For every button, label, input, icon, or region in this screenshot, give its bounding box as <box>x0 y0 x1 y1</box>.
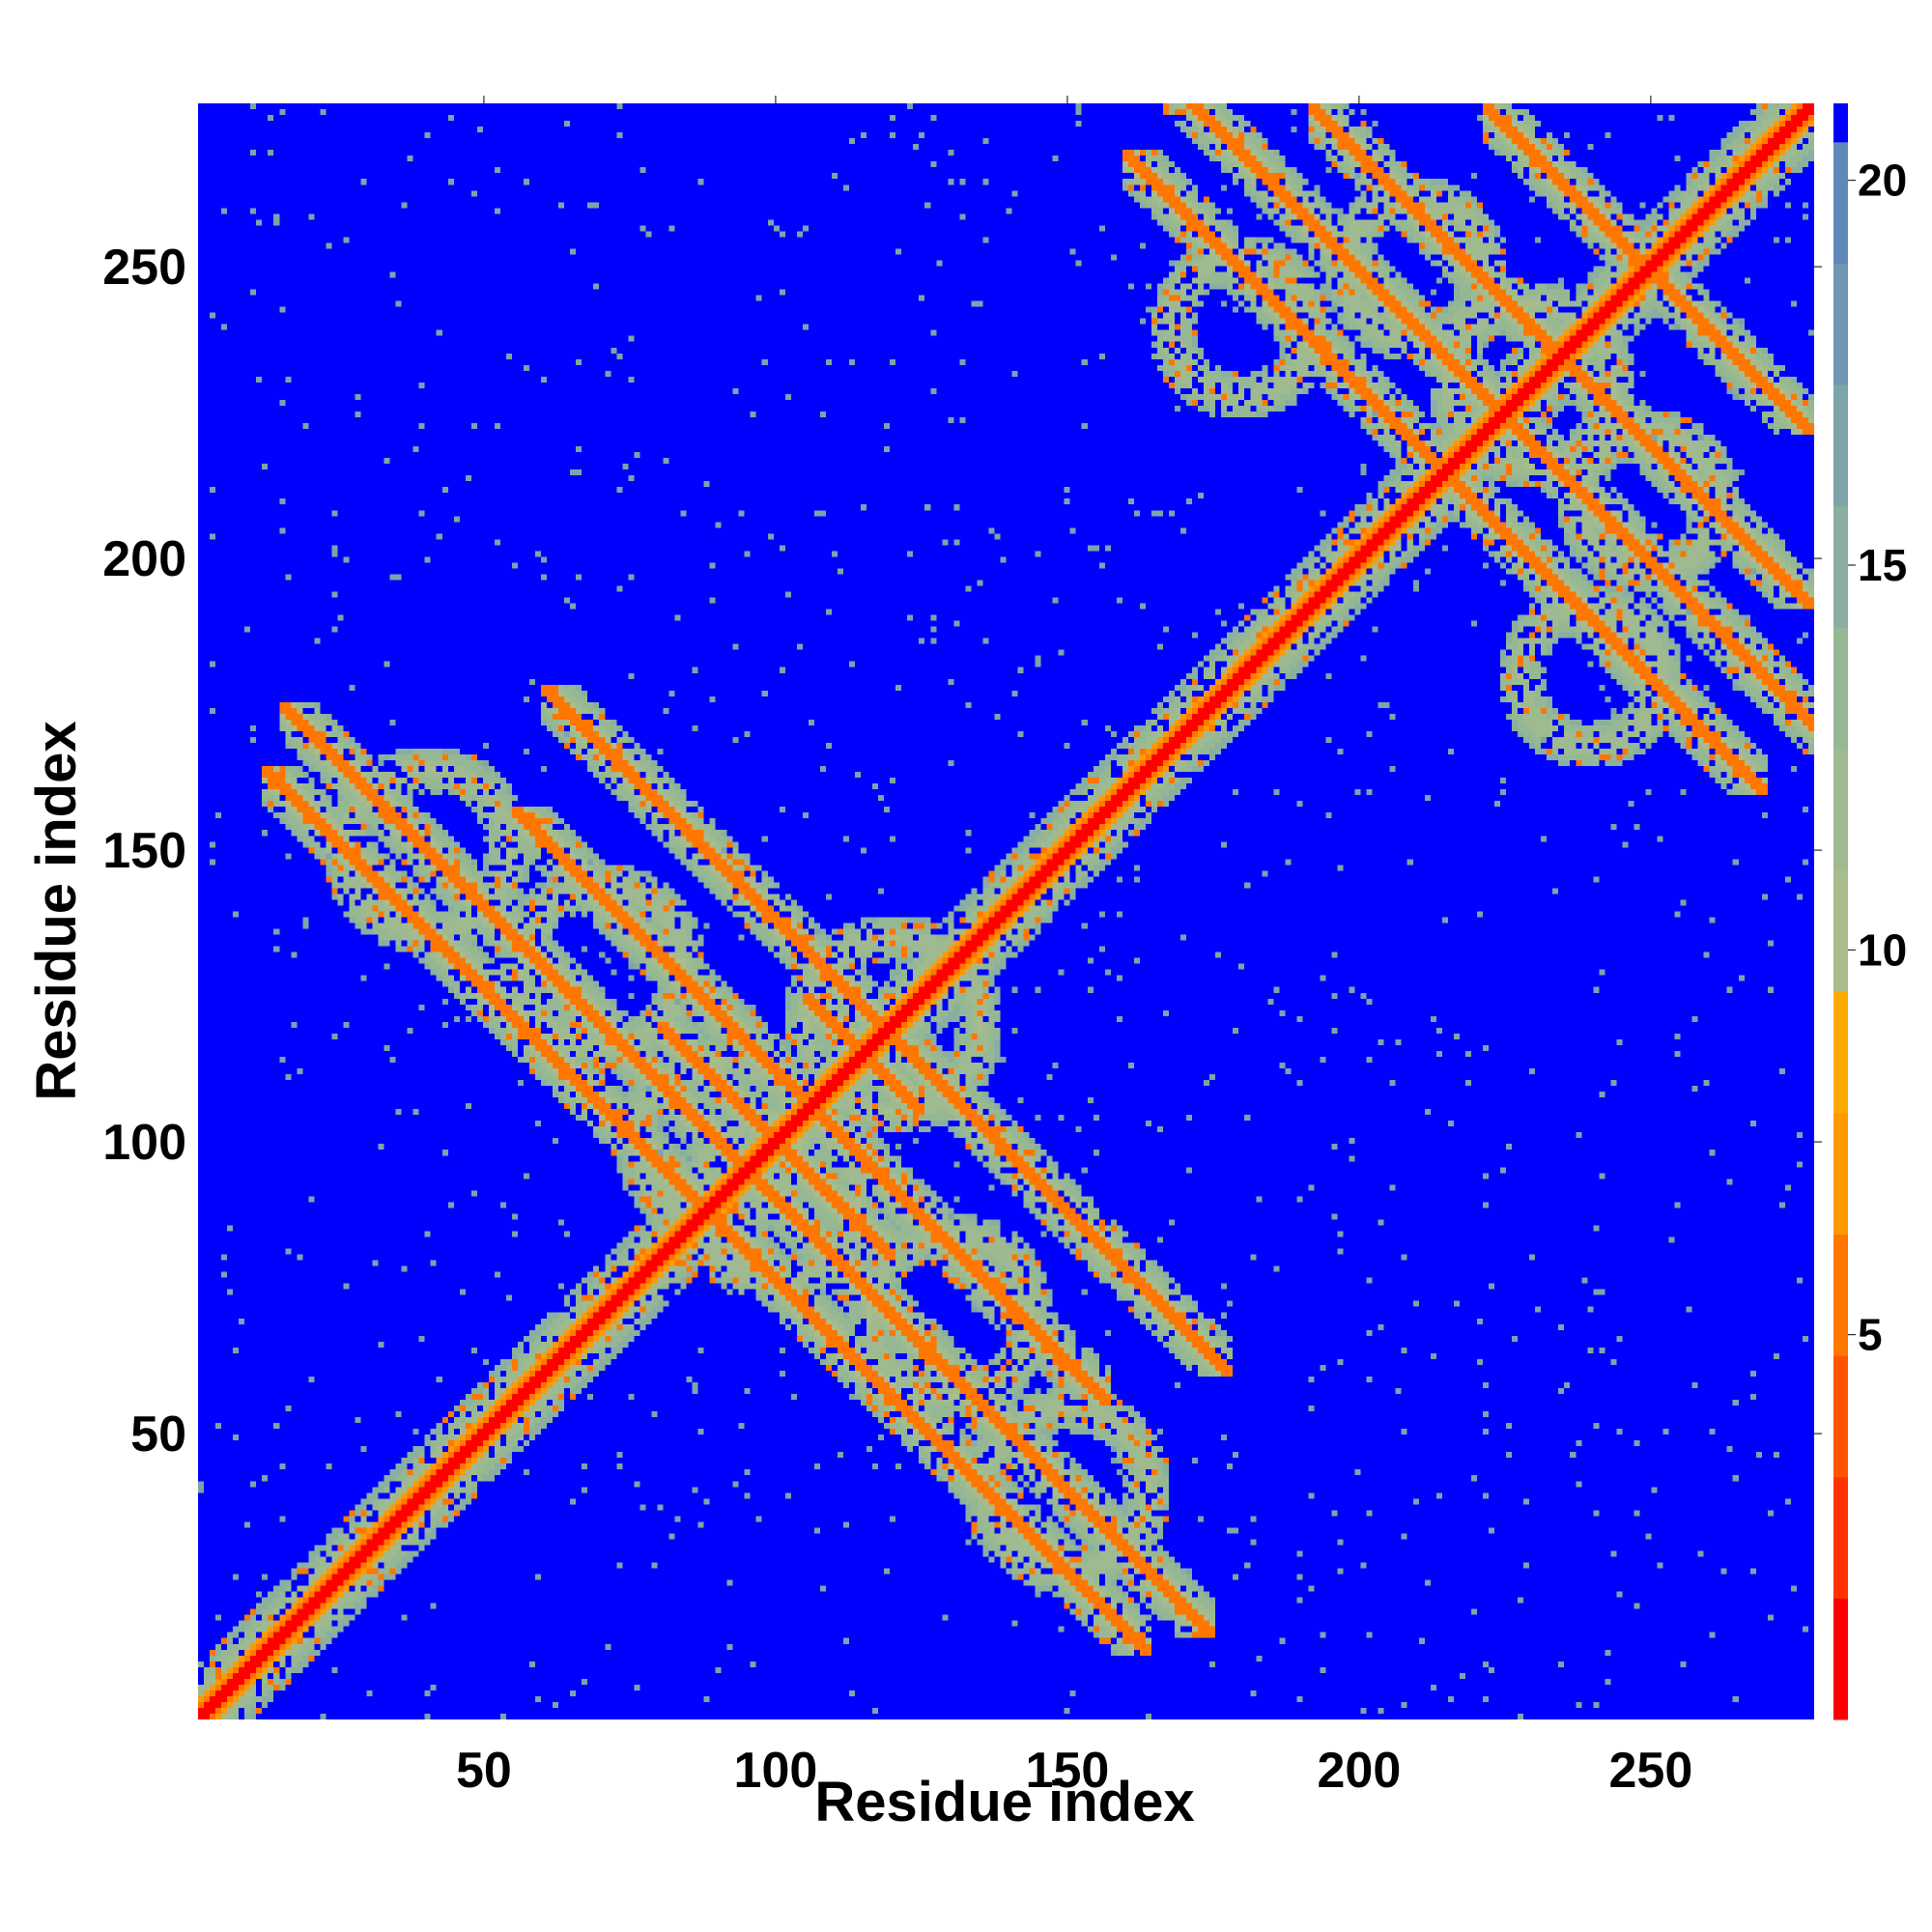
colorbar-tick-label: 10 <box>1858 924 1907 975</box>
colorbar-segment <box>1833 141 1848 264</box>
y-axis-ticks: 50 100 150 200 250 <box>102 240 1822 1463</box>
colorbar-tick-label: 5 <box>1858 1310 1883 1360</box>
colorbar <box>1833 103 1848 1720</box>
colorbar-tick-label: 20 <box>1858 156 1907 206</box>
y-tick-label: 200 <box>102 531 186 587</box>
colorbar-segment <box>1833 1355 1848 1478</box>
y-tick-label: 50 <box>130 1406 186 1463</box>
y-tick-label: 100 <box>102 1115 186 1171</box>
y-tick-label: 150 <box>102 823 186 879</box>
contact-map-heatmap <box>198 103 1814 1719</box>
x-tick-label: 150 <box>1026 1743 1110 1799</box>
colorbar-segment <box>1833 1112 1848 1235</box>
colorbar-ticks: 5 10 15 20 <box>1848 156 1907 1360</box>
colorbar-segment <box>1833 748 1848 871</box>
colorbar-segment <box>1833 627 1848 750</box>
x-axis-label: Residue index <box>814 1771 1194 1833</box>
colorbar-segment <box>1833 869 1848 992</box>
colorbar-segment <box>1833 384 1848 507</box>
x-tick-label: 50 <box>456 1743 512 1799</box>
colorbar-tick-label: 15 <box>1858 540 1907 590</box>
colorbar-segment <box>1833 263 1848 385</box>
colorbar-segment <box>1833 1476 1848 1599</box>
colorbar-segment <box>1833 505 1848 628</box>
colorbar-segment <box>1833 1598 1848 1720</box>
x-tick-label: 250 <box>1609 1743 1693 1799</box>
x-tick-label: 100 <box>734 1743 818 1799</box>
x-tick-label: 200 <box>1318 1743 1402 1799</box>
colorbar-segment <box>1833 991 1848 1114</box>
x-axis-ticks: 50 100 150 200 250 <box>456 96 1692 1799</box>
y-tick-label: 250 <box>102 240 186 296</box>
colorbar-segment <box>1833 1234 1848 1356</box>
colorbar-segment <box>1833 103 1848 143</box>
y-axis-label: Residue index <box>25 721 88 1100</box>
